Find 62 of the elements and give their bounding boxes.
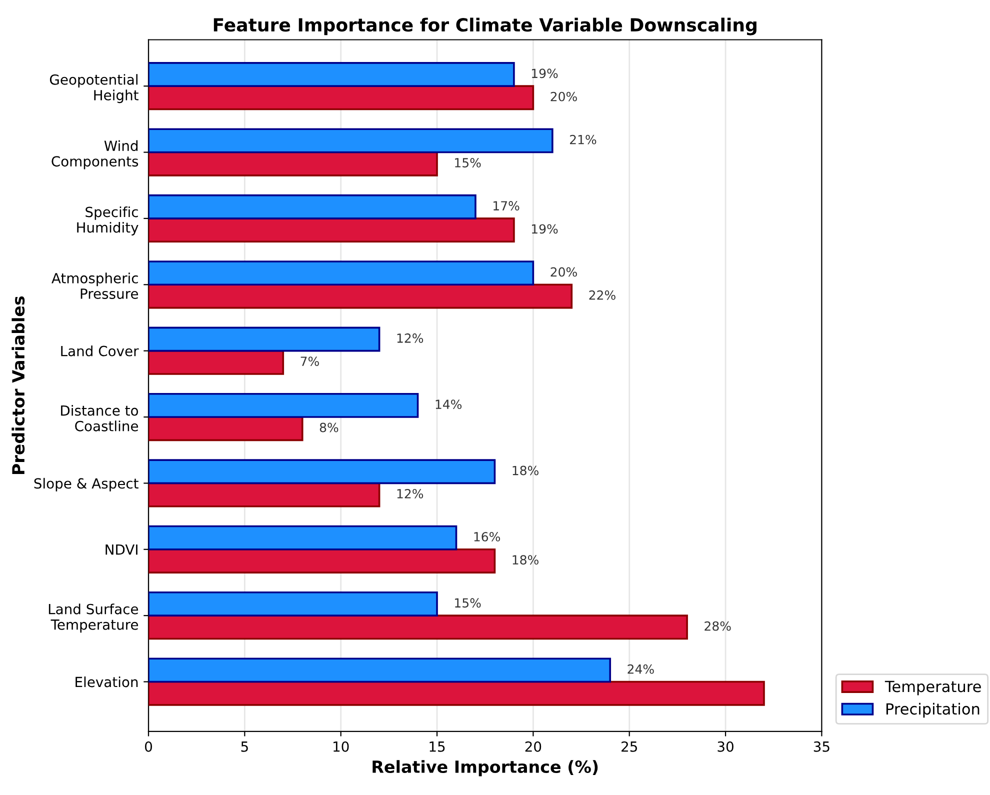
bar [148,459,496,484]
data-label: 20% [550,92,577,102]
data-label: 17% [494,201,520,210]
x-axis-title: Relative Importance (%) [372,760,598,776]
bar [148,62,515,87]
data-label: 24% [628,664,654,674]
legend-label: Temperature [884,680,981,696]
y-tick-label: Land Cover [61,346,139,356]
x-tick-label: 15 [430,742,445,752]
x-tick-label: 25 [622,741,637,752]
bar [148,416,304,442]
bar [148,85,534,110]
y-tick-label: Specific Humidity [77,206,138,236]
x-tick-label: 30 [718,741,734,752]
x-tick-label: 5 [241,742,248,752]
y-tick-label: Slope & Aspect [34,478,138,492]
x-tick-label: 20 [525,741,542,752]
data-label: 14% [436,400,462,410]
data-label: 18% [512,555,538,565]
data-label: 12% [397,488,424,498]
x-tick-label: 0 [144,741,152,752]
bar [148,680,765,706]
data-label: 19% [532,68,558,78]
bar [148,482,380,508]
bar [148,614,688,640]
data-label: 12% [397,333,424,343]
data-label: 7% [300,356,319,366]
bar [148,548,496,574]
data-label: 22% [589,290,616,300]
y-tick-label: NDVI [106,544,138,555]
data-label: 21% [570,134,596,144]
data-label: 20% [550,267,577,277]
bar [148,128,554,154]
bar [148,151,438,176]
bar [148,592,438,616]
data-label: 16% [474,532,500,542]
bar [148,326,380,352]
bar [148,350,284,375]
bar [148,658,612,683]
y-tick-label: Distance to Coastline [61,405,138,432]
chart-title: Feature Importance for Climate Variable Downscaling [214,18,756,36]
data-label: 18% [512,466,538,476]
data-label: 8% [320,422,338,432]
bar [148,260,534,286]
bar [148,218,515,243]
data-label: 28% [704,621,731,631]
bar [148,284,573,309]
y-tick-label: Wind Components [52,140,138,170]
y-axis-title: Predictor Variables [12,296,25,474]
x-tick-label: 35 [814,741,830,752]
bar [148,525,458,550]
data-label: 19% [532,224,558,234]
y-tick-label: Geopotential Height [50,74,138,104]
data-label: 15% [455,158,481,168]
bar [148,194,476,220]
bar [148,392,419,418]
x-tick-label: 10 [334,741,349,752]
legend-label: Precipitation [886,702,980,718]
y-tick-label: Land Surface Temperature [48,604,138,633]
data-label: 15% [455,598,481,608]
y-tick-label: Elevation [76,676,138,688]
y-tick-label: Atmospheric Pressure [52,272,138,299]
